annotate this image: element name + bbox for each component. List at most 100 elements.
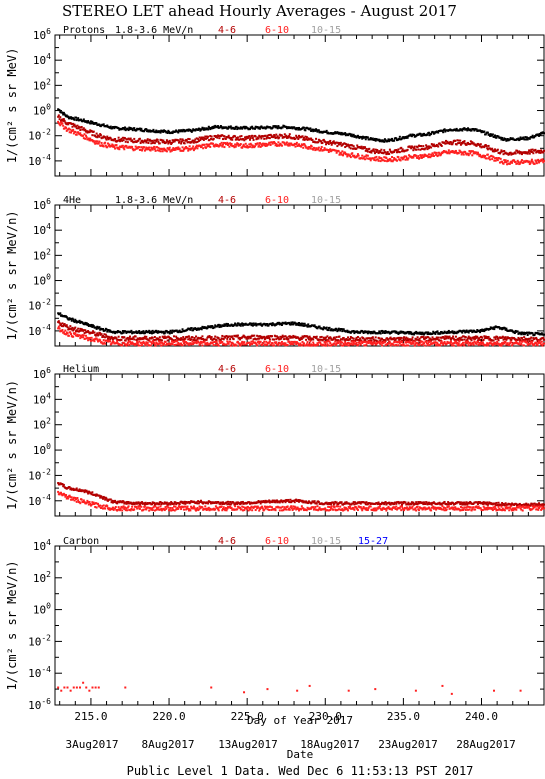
data-point bbox=[538, 151, 541, 154]
data-point bbox=[501, 342, 504, 345]
data-point bbox=[104, 342, 107, 345]
data-point bbox=[129, 331, 132, 334]
data-point bbox=[87, 137, 90, 140]
data-point bbox=[187, 343, 190, 346]
data-point bbox=[401, 339, 404, 342]
data-point bbox=[90, 129, 93, 132]
data-point bbox=[317, 141, 320, 144]
data-point bbox=[427, 501, 430, 504]
data-point bbox=[200, 136, 203, 139]
data-point bbox=[535, 160, 538, 163]
data-point bbox=[379, 339, 382, 342]
data-point bbox=[194, 138, 197, 141]
data-point bbox=[226, 503, 229, 506]
data-point bbox=[354, 330, 357, 333]
data-point bbox=[489, 341, 492, 344]
data-point bbox=[60, 121, 63, 124]
data-point bbox=[320, 338, 323, 341]
data-point bbox=[520, 342, 523, 345]
data-point bbox=[261, 337, 264, 340]
data-point bbox=[156, 138, 159, 141]
data-point bbox=[393, 150, 396, 153]
data-point bbox=[251, 340, 254, 343]
data-point bbox=[271, 335, 274, 338]
data-point bbox=[109, 498, 112, 501]
data-point bbox=[304, 135, 307, 138]
data-point bbox=[153, 343, 156, 346]
data-point bbox=[258, 500, 261, 503]
data-point bbox=[210, 135, 213, 138]
data-point bbox=[398, 151, 401, 154]
data-point bbox=[195, 342, 198, 345]
data-point bbox=[355, 336, 358, 339]
data-point bbox=[155, 146, 158, 149]
data-point bbox=[73, 123, 76, 126]
data-point bbox=[146, 148, 149, 151]
data-point bbox=[175, 329, 178, 332]
data-point bbox=[174, 339, 177, 342]
data-point bbox=[404, 338, 407, 341]
data-point bbox=[332, 140, 335, 143]
data-point bbox=[328, 337, 331, 340]
data-point bbox=[460, 336, 463, 339]
data-point bbox=[288, 144, 291, 147]
data-point bbox=[303, 322, 306, 325]
data-point bbox=[464, 341, 467, 344]
data-point bbox=[241, 343, 244, 346]
data-point bbox=[470, 339, 473, 342]
data-point bbox=[473, 151, 476, 154]
data-point bbox=[137, 139, 140, 142]
data-point bbox=[246, 135, 249, 138]
data-point bbox=[164, 130, 167, 133]
data-point bbox=[307, 500, 310, 503]
data-point bbox=[438, 501, 441, 504]
data-point bbox=[369, 330, 372, 333]
data-point bbox=[187, 501, 190, 504]
data-point bbox=[371, 343, 374, 346]
data-point bbox=[275, 335, 278, 338]
data-point bbox=[197, 340, 200, 343]
data-point bbox=[114, 138, 117, 141]
data-point bbox=[347, 153, 350, 156]
data-point bbox=[369, 332, 372, 335]
data-point bbox=[520, 337, 523, 340]
data-point bbox=[419, 154, 422, 157]
data-point bbox=[142, 330, 145, 333]
data-point bbox=[448, 142, 451, 145]
data-point bbox=[418, 331, 421, 334]
data-point bbox=[373, 150, 376, 153]
data-point bbox=[518, 152, 521, 155]
data-point bbox=[265, 340, 268, 343]
data-point bbox=[340, 131, 343, 134]
data-point bbox=[85, 130, 88, 133]
data-point bbox=[104, 336, 107, 339]
data-point bbox=[335, 342, 338, 345]
data-point bbox=[77, 490, 80, 493]
data-point bbox=[156, 331, 159, 334]
data-point bbox=[364, 138, 367, 141]
data-point bbox=[344, 341, 347, 344]
data-point bbox=[331, 142, 334, 145]
data-point bbox=[253, 334, 256, 337]
data-point bbox=[206, 341, 209, 344]
data-point bbox=[474, 337, 477, 340]
data-point bbox=[376, 149, 379, 152]
data-point bbox=[76, 333, 79, 336]
data-point bbox=[302, 146, 305, 149]
data-point bbox=[465, 340, 468, 343]
data-point bbox=[214, 324, 217, 327]
data-point bbox=[285, 141, 288, 144]
data-point bbox=[72, 328, 75, 331]
data-point bbox=[411, 341, 414, 344]
data-point bbox=[128, 337, 131, 340]
data-point bbox=[422, 503, 425, 506]
data-point bbox=[385, 156, 388, 159]
data-point bbox=[138, 329, 141, 332]
data-point bbox=[471, 127, 474, 130]
data-point bbox=[288, 142, 291, 145]
data-point bbox=[351, 336, 354, 339]
data-point bbox=[463, 330, 466, 333]
data-point bbox=[142, 141, 145, 144]
data-point bbox=[222, 338, 225, 341]
data-point bbox=[151, 130, 154, 133]
